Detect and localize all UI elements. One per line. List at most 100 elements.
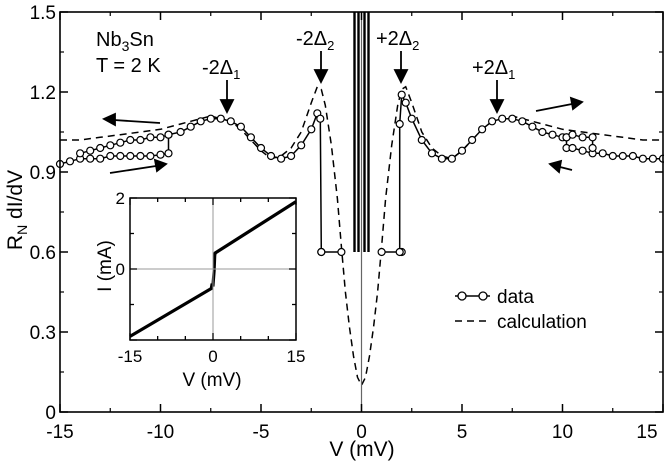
data-line-segment — [398, 91, 663, 252]
data-point — [277, 154, 286, 163]
legend-entry-calculation: calculation — [455, 312, 587, 333]
annotation-sub: 1 — [233, 67, 240, 82]
annotation-plus-2delta1: +2Δ1 — [472, 57, 515, 82]
data-point — [578, 133, 587, 142]
data-point — [528, 122, 537, 131]
data-point — [427, 149, 436, 158]
data-point — [317, 247, 326, 257]
y-axis-label-r: R — [4, 235, 27, 250]
data-point — [116, 138, 125, 147]
annotation-minus-2delta1: -2Δ1 — [202, 57, 240, 82]
data-point — [164, 149, 173, 158]
inset-ticks — [129, 197, 297, 341]
data-point — [377, 247, 386, 257]
y-tick-label: 1.2 — [30, 83, 56, 104]
data-point — [164, 130, 173, 139]
data-point — [337, 247, 346, 257]
data-point — [628, 151, 638, 161]
data-point — [256, 143, 266, 153]
inset-y-tick-labels: 02 — [116, 189, 125, 279]
legend-label-data: data — [497, 287, 534, 308]
annotation-base: +2Δ — [376, 28, 412, 50]
data-point — [156, 150, 165, 159]
arrowhead — [489, 99, 505, 115]
data-point — [468, 135, 477, 145]
sweep-arrows — [101, 96, 584, 174]
x-tick-label: -10 — [147, 422, 174, 443]
x-tick-label: 15 — [636, 422, 657, 443]
legend-marker — [478, 291, 488, 301]
data-point — [86, 154, 95, 163]
inset-x-tick-labels: -15 0 15 — [118, 347, 306, 366]
data-point — [417, 135, 426, 145]
data-point — [116, 151, 125, 161]
data-point — [206, 114, 215, 123]
x-tick-labels: -15 -10 -5 0 5 10 15 — [46, 422, 657, 443]
data-point — [457, 146, 467, 155]
inset-iv-curve — [129, 200, 297, 338]
data-point — [266, 151, 276, 161]
data-point — [246, 133, 255, 142]
x-tick-label: 10 — [552, 422, 573, 443]
zero-bias-peak — [353, 12, 370, 412]
inset-iv-line — [129, 200, 297, 338]
arrowhead — [569, 96, 584, 111]
legend-label-calculation: calculation — [497, 312, 587, 333]
inset-x-tick-label: -15 — [118, 347, 143, 366]
data-point — [395, 119, 404, 129]
data-point — [437, 154, 446, 163]
data-point — [65, 157, 75, 166]
annotation-sub: 2 — [327, 38, 334, 53]
inset-background — [88, 186, 310, 392]
data-point — [508, 114, 517, 123]
data-point — [136, 135, 145, 145]
annotation-sub: 2 — [412, 38, 419, 53]
data-point — [401, 98, 410, 107]
data-point — [568, 143, 577, 153]
data-point — [397, 90, 406, 99]
arrowhead — [313, 69, 329, 85]
inset-y-tick-label: 0 — [116, 260, 125, 279]
annotation-base: +2Δ — [472, 57, 508, 79]
y-axis-label: RN dI/dV — [4, 170, 30, 250]
data-point — [136, 151, 145, 161]
sample-sn: Sn — [129, 29, 153, 51]
data-point — [478, 125, 487, 134]
y-tick-label: 0.3 — [30, 323, 56, 344]
data-point — [538, 127, 547, 137]
data-point — [518, 117, 527, 126]
data-point — [307, 125, 316, 134]
data-point — [216, 114, 225, 123]
inset-x-tick-label: 0 — [208, 347, 217, 366]
y-axis-label-sub: N — [14, 225, 30, 235]
data-point — [648, 154, 658, 163]
x-axis-label: V (mV) — [329, 438, 394, 461]
data-point — [568, 130, 577, 139]
data-point — [588, 143, 597, 153]
sample-nb: Nb — [96, 29, 122, 51]
data-point — [96, 143, 105, 153]
data-point — [106, 151, 115, 161]
sample-label: Nb3Sn — [96, 29, 154, 54]
data-series — [55, 90, 664, 257]
y-tick-label: 0.9 — [30, 163, 56, 184]
data-point — [186, 122, 195, 131]
annotation-plus-2delta2: +2Δ2 — [376, 28, 419, 53]
sample-sub: 3 — [122, 38, 130, 54]
y-tick-label: 1.5 — [30, 3, 56, 24]
arrowhead — [101, 112, 116, 127]
data-point — [287, 151, 296, 161]
inset-y-axis-label: I (mA) — [95, 240, 116, 292]
inset-x-tick-label: 15 — [287, 347, 306, 366]
data-point — [146, 151, 155, 161]
data-point — [447, 154, 456, 163]
annotation-base: -2Δ — [296, 28, 327, 50]
inset-x-axis-label: V (mV) — [182, 370, 241, 391]
annotation-sub: 1 — [508, 67, 515, 82]
annotation-minus-2delta2: -2Δ2 — [296, 28, 334, 53]
data-point — [196, 117, 205, 126]
inset-y-tick-label: 2 — [116, 189, 125, 208]
data-point — [176, 127, 185, 137]
data-point — [236, 122, 245, 131]
inset-chart: -15 0 15 02 V (mV) I (mA) — [88, 186, 310, 392]
